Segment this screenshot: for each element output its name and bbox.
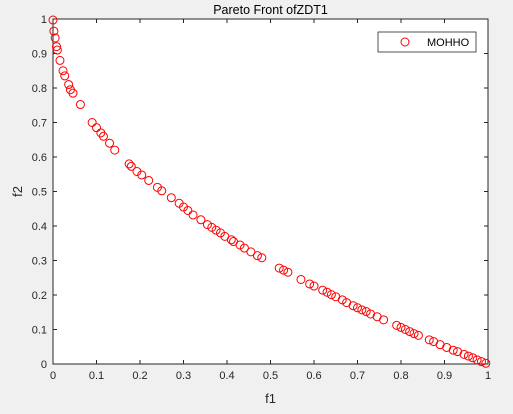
data-point [211, 225, 221, 235]
x-tick-label: 0.7 [350, 370, 365, 382]
y-tick-label: 0.7 [32, 118, 47, 130]
data-point [144, 175, 154, 185]
y-tick-label: 0.8 [32, 83, 47, 95]
data-point [60, 71, 70, 81]
y-tick-label: 0.6 [32, 152, 47, 164]
x-tick-label: 1 [485, 370, 491, 382]
data-point [105, 138, 115, 148]
data-point [110, 145, 120, 155]
legend-box [377, 31, 477, 53]
data-point [274, 263, 284, 273]
y-tick-label: 0 [41, 359, 47, 371]
data-point [296, 274, 306, 284]
x-tick-label: 0.6 [306, 370, 321, 382]
data-point [51, 42, 61, 52]
data-point [126, 161, 136, 171]
data-point [392, 320, 402, 330]
x-axis-label: f1 [265, 391, 276, 406]
data-point [305, 279, 315, 289]
data-point [132, 166, 142, 176]
data-point [257, 253, 267, 263]
axes: 0 0.1 0.2 0.3 0.4 0.5 0.6 0.7 0.8 0.9 1 0 0.1 0.2 0.3 0… [32, 14, 491, 382]
data-point [75, 100, 85, 110]
legend[interactable]: MOHHO [377, 31, 477, 53]
y-tick-label: 0.2 [32, 290, 47, 302]
data-point [468, 353, 478, 363]
data-point [92, 123, 101, 133]
data-point [48, 15, 58, 25]
y-tick-label: 0.4 [32, 221, 47, 233]
data-point [87, 118, 97, 127]
data-point [50, 33, 60, 43]
y-tick-label: 0.3 [32, 256, 47, 268]
data-point [424, 335, 434, 345]
data-point [448, 345, 458, 355]
data-point [49, 26, 59, 36]
data-point [322, 287, 332, 297]
data-point [400, 325, 410, 334]
y-tick-label: 0.9 [32, 49, 47, 61]
data-point [476, 357, 486, 367]
data-point [413, 330, 423, 340]
data-point [239, 243, 249, 253]
data-point [361, 307, 371, 317]
data-point [64, 80, 74, 90]
data-point [279, 265, 289, 275]
data-point [137, 170, 147, 180]
chart-title: Pareto Front ofZDT1 [213, 3, 328, 17]
data-point [226, 235, 236, 245]
y-tick-label: 1 [41, 14, 47, 26]
data-point [405, 327, 415, 337]
data-point [463, 351, 473, 361]
data-point [357, 305, 367, 315]
y-tick-label: 0.5 [32, 187, 47, 199]
data-point [52, 45, 62, 55]
y-tick-label: 0.1 [32, 325, 47, 337]
data-point [283, 267, 293, 277]
data-point [202, 220, 212, 230]
data-point [58, 66, 68, 76]
legend-marker-icon [400, 37, 410, 47]
x-tick-label: 0.2 [132, 370, 147, 382]
x-tick-label: 0 [50, 370, 56, 382]
data-point [379, 315, 389, 325]
data-point [188, 210, 198, 220]
data-point [157, 186, 167, 196]
data-point [472, 355, 482, 365]
x-tick-label: 0.8 [393, 370, 408, 382]
data-point [318, 285, 328, 295]
data-point [309, 281, 319, 291]
x-tick-label: 0.5 [263, 370, 278, 382]
data-point [55, 55, 65, 65]
data-point [207, 222, 217, 232]
data-point [124, 159, 134, 169]
data-point [353, 303, 362, 313]
data-point [196, 215, 206, 225]
x-tick-label: 0.9 [437, 370, 452, 382]
data-point [481, 358, 491, 368]
data-point [166, 193, 176, 203]
data-point [183, 205, 193, 215]
data-point [252, 251, 262, 261]
data-point [409, 329, 419, 339]
data-point [337, 295, 347, 305]
plot-area [52, 18, 489, 365]
data-point [98, 131, 108, 141]
data-points [48, 15, 491, 368]
data-point [348, 301, 358, 311]
x-tick-label: 0.3 [176, 370, 191, 382]
data-point [459, 349, 469, 359]
legend-label: MOHHO [427, 37, 470, 49]
x-tick-label: 0.1 [89, 370, 104, 382]
x-tick-label: 0.4 [219, 370, 234, 382]
data-point [326, 290, 336, 300]
data-point [246, 247, 256, 257]
y-axis-label: f2 [10, 186, 25, 197]
data-point [68, 88, 78, 98]
data-point [396, 322, 406, 332]
